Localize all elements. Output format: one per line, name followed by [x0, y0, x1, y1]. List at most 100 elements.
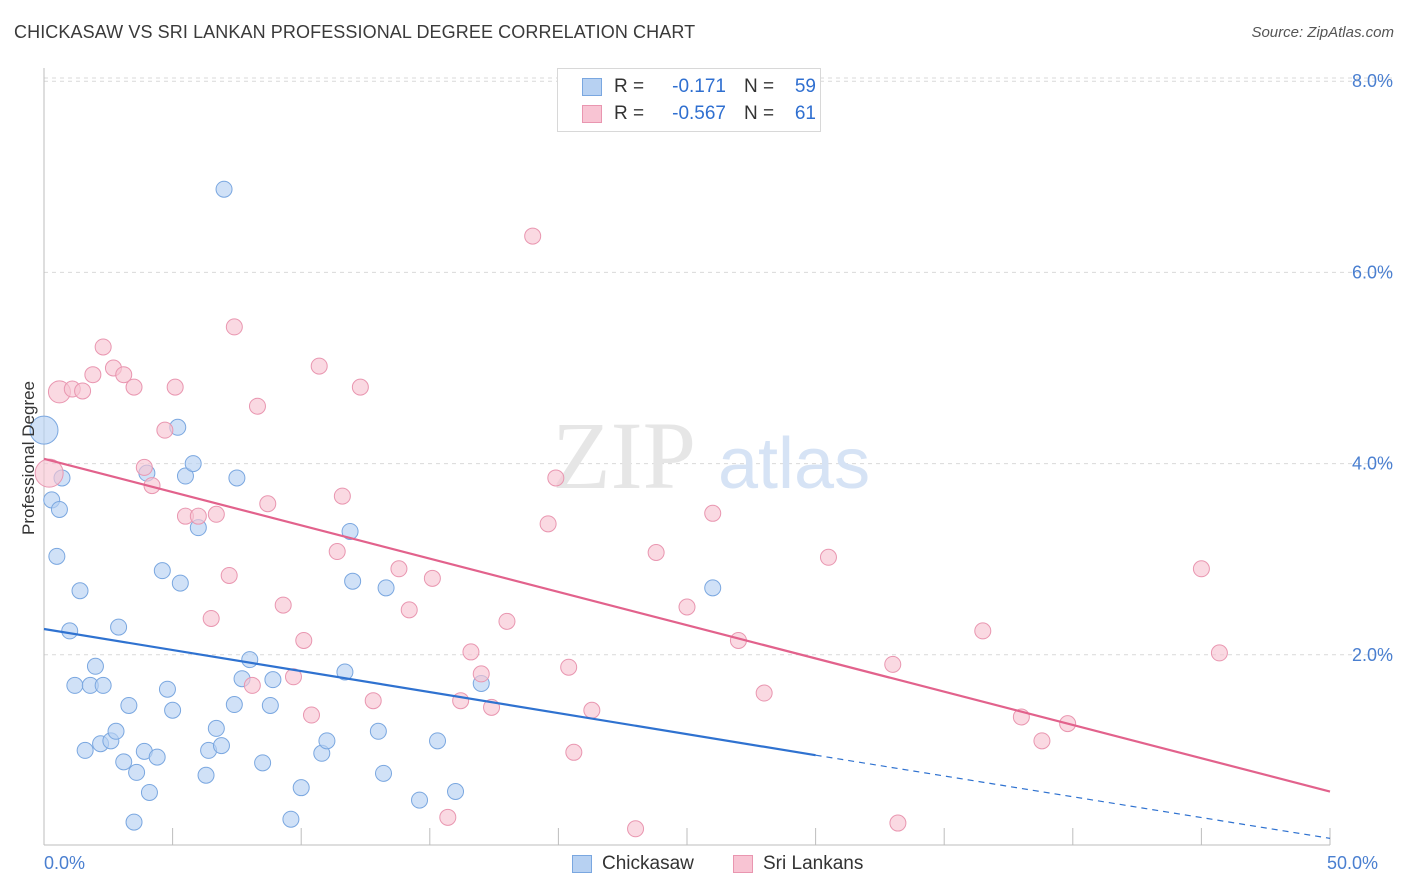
- sri-lankans-point: [333, 487, 351, 505]
- sri-lankans-point: [274, 596, 292, 614]
- legend-r-label: R =: [614, 76, 645, 97]
- chickasaw-point: [110, 618, 128, 636]
- sri-lankans-point: [390, 560, 408, 578]
- sri-lankans-point: [400, 601, 418, 619]
- chickasaw-point: [86, 657, 104, 675]
- sri-lankans-point: [328, 543, 346, 561]
- sri-lankans-point: [202, 609, 220, 627]
- sri-lankans-point: [755, 684, 773, 702]
- chickasaw-point: [282, 810, 300, 828]
- sri-lankans-point: [1192, 560, 1210, 578]
- axes: [43, 68, 1331, 846]
- x-tick-label: 50.0%: [1327, 853, 1378, 873]
- chickasaw-trend-extension: [815, 754, 1331, 839]
- sri-lankans-point: [678, 598, 696, 616]
- y-tick-label: 6.0%: [1352, 262, 1393, 282]
- sri-lankans-point: [819, 548, 837, 566]
- chickasaw-trend-line: [43, 627, 816, 757]
- chickasaw-point: [241, 651, 259, 669]
- sri-lankans-point: [452, 692, 470, 710]
- sri-lankans-point: [125, 378, 143, 396]
- chickasaw-point: [225, 696, 243, 714]
- chickasaw-point: [336, 663, 354, 681]
- chickasaw-point: [292, 779, 310, 797]
- chickasaw-point: [29, 415, 59, 445]
- chickasaw-point: [447, 783, 465, 801]
- sri-lankans-point: [351, 378, 369, 396]
- sri-lankans-point: [1210, 644, 1228, 662]
- sri-lankans-point: [539, 515, 557, 533]
- chickasaw-point: [115, 753, 133, 771]
- bottom-legend-label: Chickasaw: [602, 853, 694, 874]
- chickasaw-point: [212, 737, 230, 755]
- legend-n-label: N =: [744, 76, 775, 97]
- legend-row-chickasaw: R = -0.171 N = 59: [582, 74, 816, 100]
- chickasaw-point: [261, 696, 279, 714]
- chickasaw-point: [228, 469, 246, 487]
- sri-lankans-point: [135, 458, 153, 476]
- chickasaw-point: [120, 696, 138, 714]
- chickasaw-point: [254, 754, 272, 772]
- sri-lankans-point: [364, 692, 382, 710]
- sri-lankans-trend-line: [43, 457, 1331, 793]
- chickasaw-point: [207, 719, 225, 737]
- legend-swatch-sri-lankans: [582, 105, 602, 123]
- chickasaw-point: [164, 701, 182, 719]
- bottom-legend-label: Sri Lankans: [763, 853, 864, 874]
- sri-lankans-point: [472, 665, 490, 683]
- legend-n-label: N =: [744, 103, 775, 124]
- chickasaw-point: [61, 622, 79, 640]
- chickasaw-point: [375, 764, 393, 782]
- trend-lines: [43, 457, 1331, 839]
- sri-lankans-point: [243, 676, 261, 694]
- legend-box: R = -0.171 N = 59 R = -0.567 N = 61: [557, 68, 821, 132]
- x-tick-label: 0.0%: [44, 853, 85, 873]
- chickasaw-point: [66, 676, 84, 694]
- chickasaw-point: [318, 732, 336, 750]
- chickasaw-point: [184, 455, 202, 473]
- chickasaw-point: [176, 467, 194, 485]
- watermark-zip: ZIP: [552, 402, 696, 509]
- chickasaw-point: [94, 676, 112, 694]
- sri-lankans-point: [189, 507, 207, 525]
- grid-lines: [44, 77, 1393, 656]
- bottom-legend-chickasaw[interactable]: Chickasaw: [572, 851, 694, 877]
- sri-lankans-point: [627, 820, 645, 838]
- sri-lankans-point: [94, 338, 112, 356]
- chickasaw-point: [148, 748, 166, 766]
- sri-lankans-point: [166, 378, 184, 396]
- sri-lankans-point: [974, 622, 992, 640]
- sri-lankans-point: [220, 566, 238, 584]
- bottom-legend-sri-lankans[interactable]: Sri Lankans: [733, 851, 863, 877]
- legend-r-value: -0.171: [672, 76, 726, 97]
- sri-lankans-point: [560, 658, 578, 676]
- sri-lankans-point: [524, 227, 542, 245]
- sri-lankans-point: [225, 318, 243, 336]
- legend-row-sri-lankans: R = -0.567 N = 61: [582, 101, 816, 127]
- sri-lankans-point: [310, 357, 328, 375]
- sri-lankans-point: [547, 469, 565, 487]
- sri-lankans-point: [647, 544, 665, 562]
- legend-r-label: R =: [614, 103, 645, 124]
- y-tick-label: 8.0%: [1352, 71, 1393, 91]
- chickasaw-point: [215, 180, 233, 198]
- chickasaw-point: [107, 722, 125, 740]
- sri-lankans-point: [248, 397, 266, 415]
- chickasaw-point: [50, 500, 68, 518]
- legend-swatch-chickasaw: [582, 78, 602, 96]
- chickasaw-point: [71, 582, 89, 600]
- sri-lankans-point: [583, 701, 601, 719]
- y-axis-label: Professional Degree: [19, 381, 38, 535]
- legend-n-value: 59: [794, 76, 816, 97]
- chickasaw-point: [197, 766, 215, 784]
- sri-lankans-point: [259, 495, 277, 513]
- chickasaw-point: [171, 574, 189, 592]
- sri-lankans-point: [498, 612, 516, 630]
- data-points: [29, 180, 1228, 838]
- chickasaw-point: [48, 547, 66, 565]
- sri-lankans-point: [84, 366, 102, 384]
- legend-r-value: -0.567: [672, 103, 726, 124]
- tick-labels: 2.0% 4.0% 6.0% 8.0% 0.0% 50.0%: [44, 71, 1393, 873]
- chickasaw-point: [429, 732, 447, 750]
